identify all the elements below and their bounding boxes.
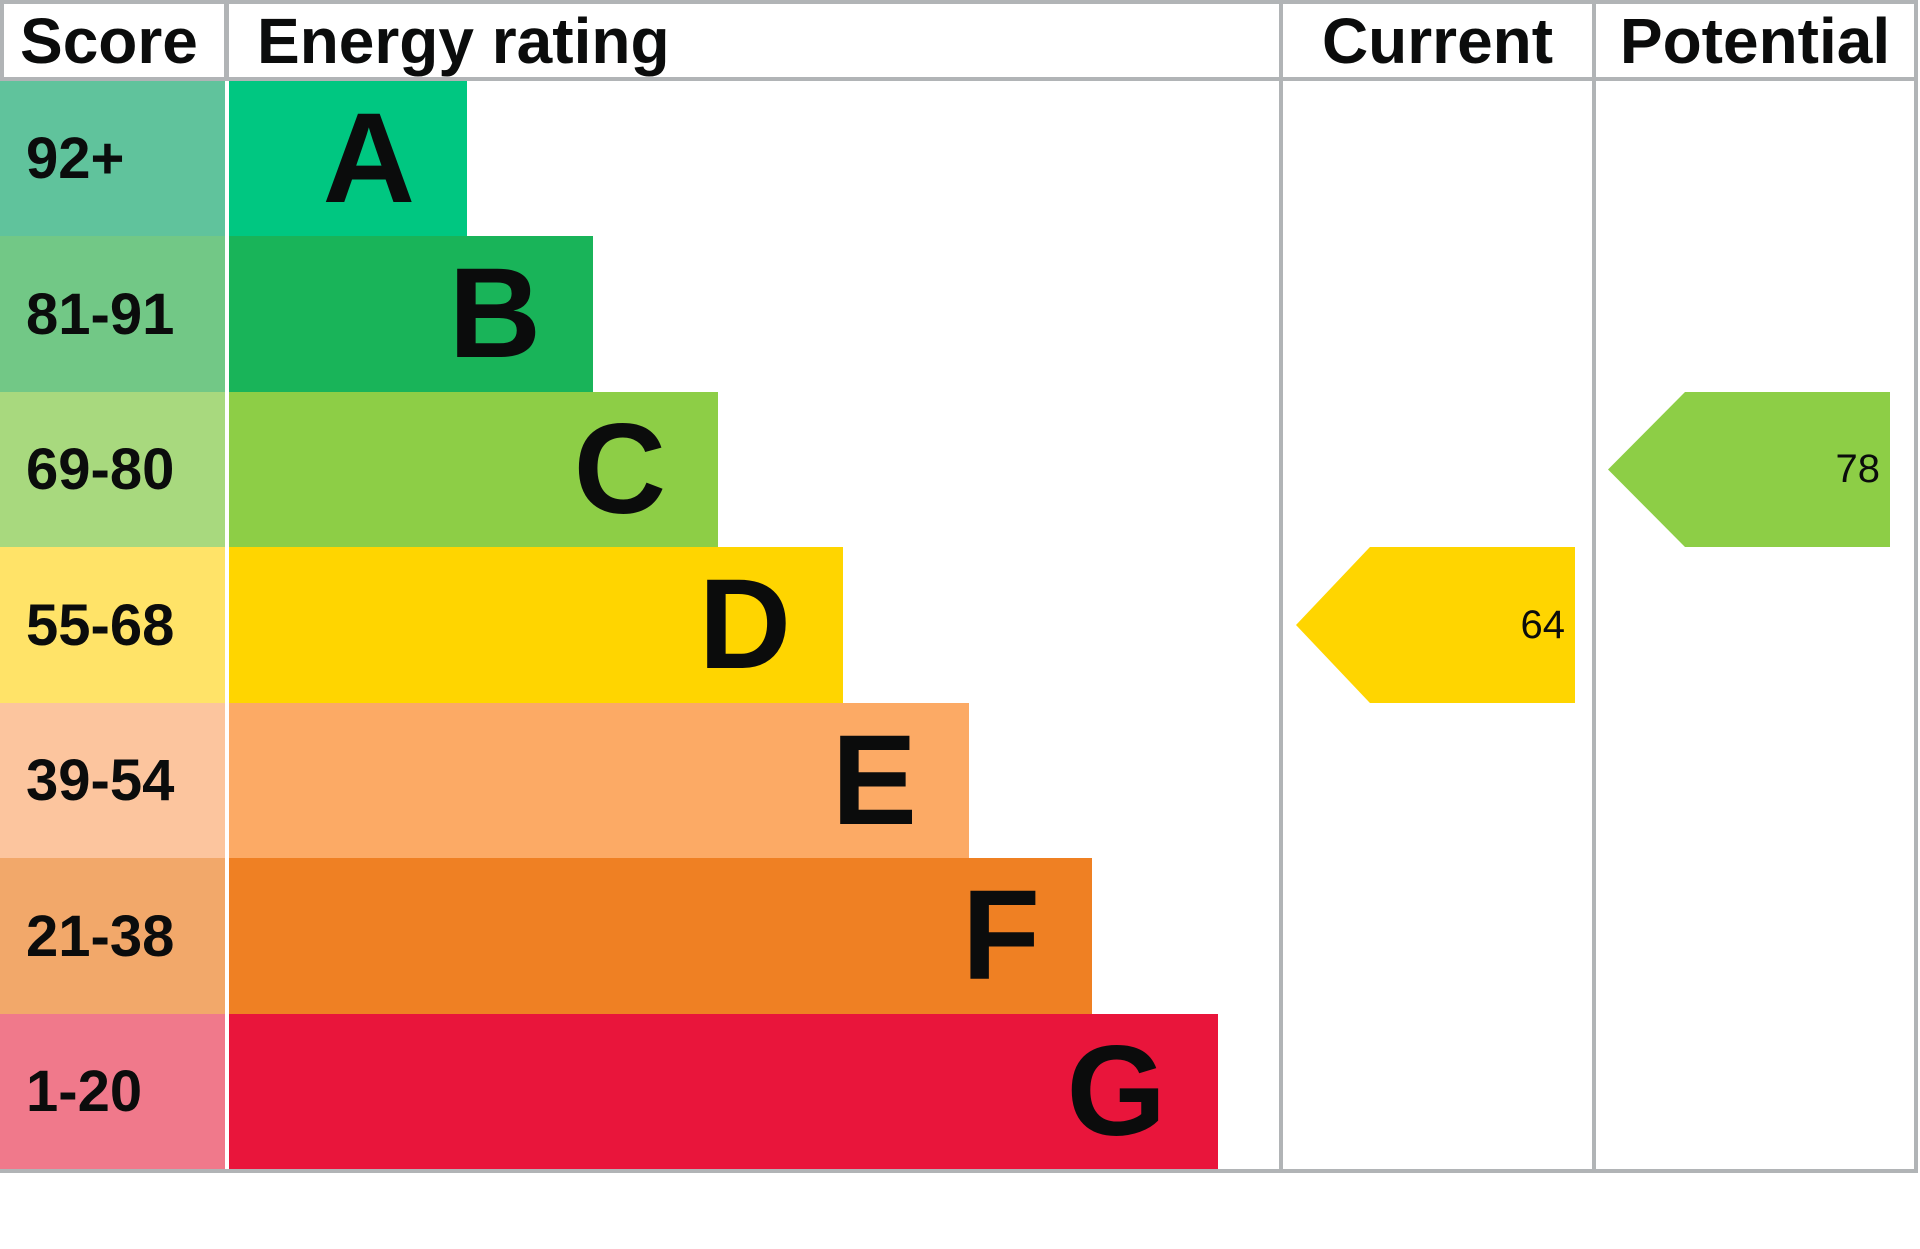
band-letter-a: A [322, 86, 415, 230]
rating-bar-g: G [229, 1014, 1218, 1169]
score-range-d: 55-68 [0, 547, 225, 703]
potential-rating-value: 78 [1835, 447, 1881, 491]
score-range-g: 1-20 [0, 1014, 225, 1169]
current-rating-arrow: 64 [1296, 547, 1575, 703]
current-rating-value: 64 [1520, 602, 1566, 647]
band-row-e: 39-54 E [0, 703, 1279, 858]
band-letter-e: E [831, 708, 917, 852]
band-row-a: 92+ A [0, 81, 1279, 236]
score-range-f: 21-38 [0, 858, 225, 1014]
potential-column-divider [1592, 4, 1596, 1169]
rating-bar-b: B [229, 236, 593, 392]
score-range-b: 81-91 [0, 236, 225, 392]
band-row-c: 69-80 C [0, 392, 1279, 547]
right-border-line [1914, 4, 1918, 1169]
rating-bar-a: A [229, 81, 467, 236]
header-current: Current [1321, 4, 1554, 77]
header-bottom-border-line [0, 77, 1918, 81]
score-range-e: 39-54 [0, 703, 225, 858]
band-letter-g: G [1066, 1019, 1166, 1163]
score-rating-header-divider [224, 4, 229, 77]
score-range-a: 92+ [0, 81, 225, 236]
band-letter-c: C [573, 397, 666, 541]
potential-rating-arrow: 78 [1608, 392, 1890, 547]
band-letter-f: F [961, 864, 1040, 1007]
rating-bar-d: D [229, 547, 843, 703]
score-range-c: 69-80 [0, 392, 225, 547]
rating-bar-e: E [229, 703, 969, 858]
top-border-line [0, 0, 1918, 4]
rating-bar-c: C [229, 392, 718, 547]
band-letter-d: D [698, 553, 791, 696]
bottom-border-line [0, 1169, 1918, 1173]
band-row-g: 1-20 G [0, 1014, 1279, 1169]
rating-bar-f: F [229, 858, 1092, 1014]
header-potential: Potential [1619, 4, 1891, 77]
band-row-f: 21-38 F [0, 858, 1279, 1014]
current-column-divider [1279, 4, 1283, 1169]
band-row-d: 55-68 D [0, 547, 1279, 703]
band-letter-b: B [448, 242, 541, 385]
header-left-border-line [0, 4, 4, 77]
header-energy-rating: Energy rating [257, 4, 670, 77]
header-score: Score [20, 4, 198, 77]
band-row-b: 81-91 B [0, 236, 1279, 392]
